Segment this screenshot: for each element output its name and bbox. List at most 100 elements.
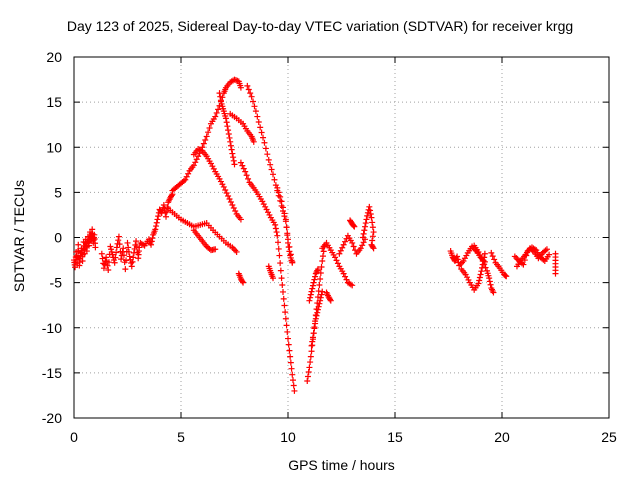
data-point [271,176,278,183]
data-point [152,226,159,233]
data-point [351,223,358,230]
data-point [307,294,314,301]
data-point [250,138,257,145]
y-tick-label: 20 [46,49,62,65]
data-point [200,140,207,147]
data-point [98,250,105,257]
data-point [275,239,282,246]
data-point [125,248,132,255]
data-point [278,275,285,282]
data-point [314,309,321,316]
data-point [288,365,295,372]
data-point [230,157,237,164]
data-point [190,162,197,169]
data-point [318,291,325,298]
data-point [116,241,123,248]
data-point [120,252,127,259]
data-point [304,373,311,380]
data-point [314,266,321,273]
data-point [552,270,559,277]
x-tick-label: 20 [494,429,510,445]
data-point [272,221,279,228]
data-point [285,341,292,348]
data-point [227,142,234,149]
data-point [72,264,79,271]
data-point [274,232,281,239]
data-point [289,259,296,266]
data-point [279,282,286,289]
data-points [71,76,559,394]
data-point [182,176,189,183]
data-point [219,181,226,188]
data-point [309,338,316,345]
data-point [203,133,210,140]
data-point [340,270,347,277]
data-point [308,288,315,295]
data-point [104,262,111,269]
x-tick-label: 15 [387,429,403,445]
data-point [362,220,369,227]
data-point [369,237,376,244]
data-point [107,243,114,250]
data-point [277,193,284,200]
data-point [153,223,160,230]
gridlines [74,57,609,418]
data-point [230,154,237,161]
data-point [481,254,488,261]
data-point [309,334,316,341]
data-point [281,210,288,217]
data-point [276,252,283,259]
data-point [105,259,112,266]
data-point [369,244,376,251]
data-point [113,244,120,251]
data-point [223,189,230,196]
data-point [287,359,294,366]
y-tick-label: -20 [42,410,62,426]
data-point [258,129,265,136]
data-point [287,353,294,360]
data-point [232,208,239,215]
data-point [215,106,222,113]
data-point [118,256,125,263]
data-point [306,364,313,371]
data-point [491,256,498,263]
data-point [229,150,236,157]
data-point [362,223,369,230]
data-point [240,165,247,172]
data-point [111,259,118,266]
data-point [226,134,233,141]
data-point [242,168,249,175]
data-point [205,129,212,136]
data-point [260,134,267,141]
data-point [343,276,350,283]
data-point [210,165,217,172]
data-point [125,244,132,251]
y-tick-label: 5 [54,184,62,200]
data-point [307,291,314,298]
data-point [266,211,273,218]
data-point [282,309,289,316]
data-point [286,248,293,255]
data-point [230,205,237,212]
x-tick-label: 0 [70,429,78,445]
data-point [306,297,313,304]
data-point [465,276,472,283]
data-point [307,353,314,360]
data-point [286,347,293,354]
data-point [283,322,290,329]
data-point [217,93,224,100]
data-point [489,253,496,260]
data-point [289,371,296,378]
data-point [103,254,110,261]
data-point [251,103,258,110]
data-point [185,170,192,177]
y-tick-label: 15 [46,94,62,110]
data-point [315,303,322,310]
data-point [361,227,368,234]
data-point [280,288,287,295]
data-point [304,377,311,384]
chart-title: Day 123 of 2025, Sidereal Day-to-day VTE… [66,18,574,34]
data-point [282,216,289,223]
data-point [155,213,162,220]
